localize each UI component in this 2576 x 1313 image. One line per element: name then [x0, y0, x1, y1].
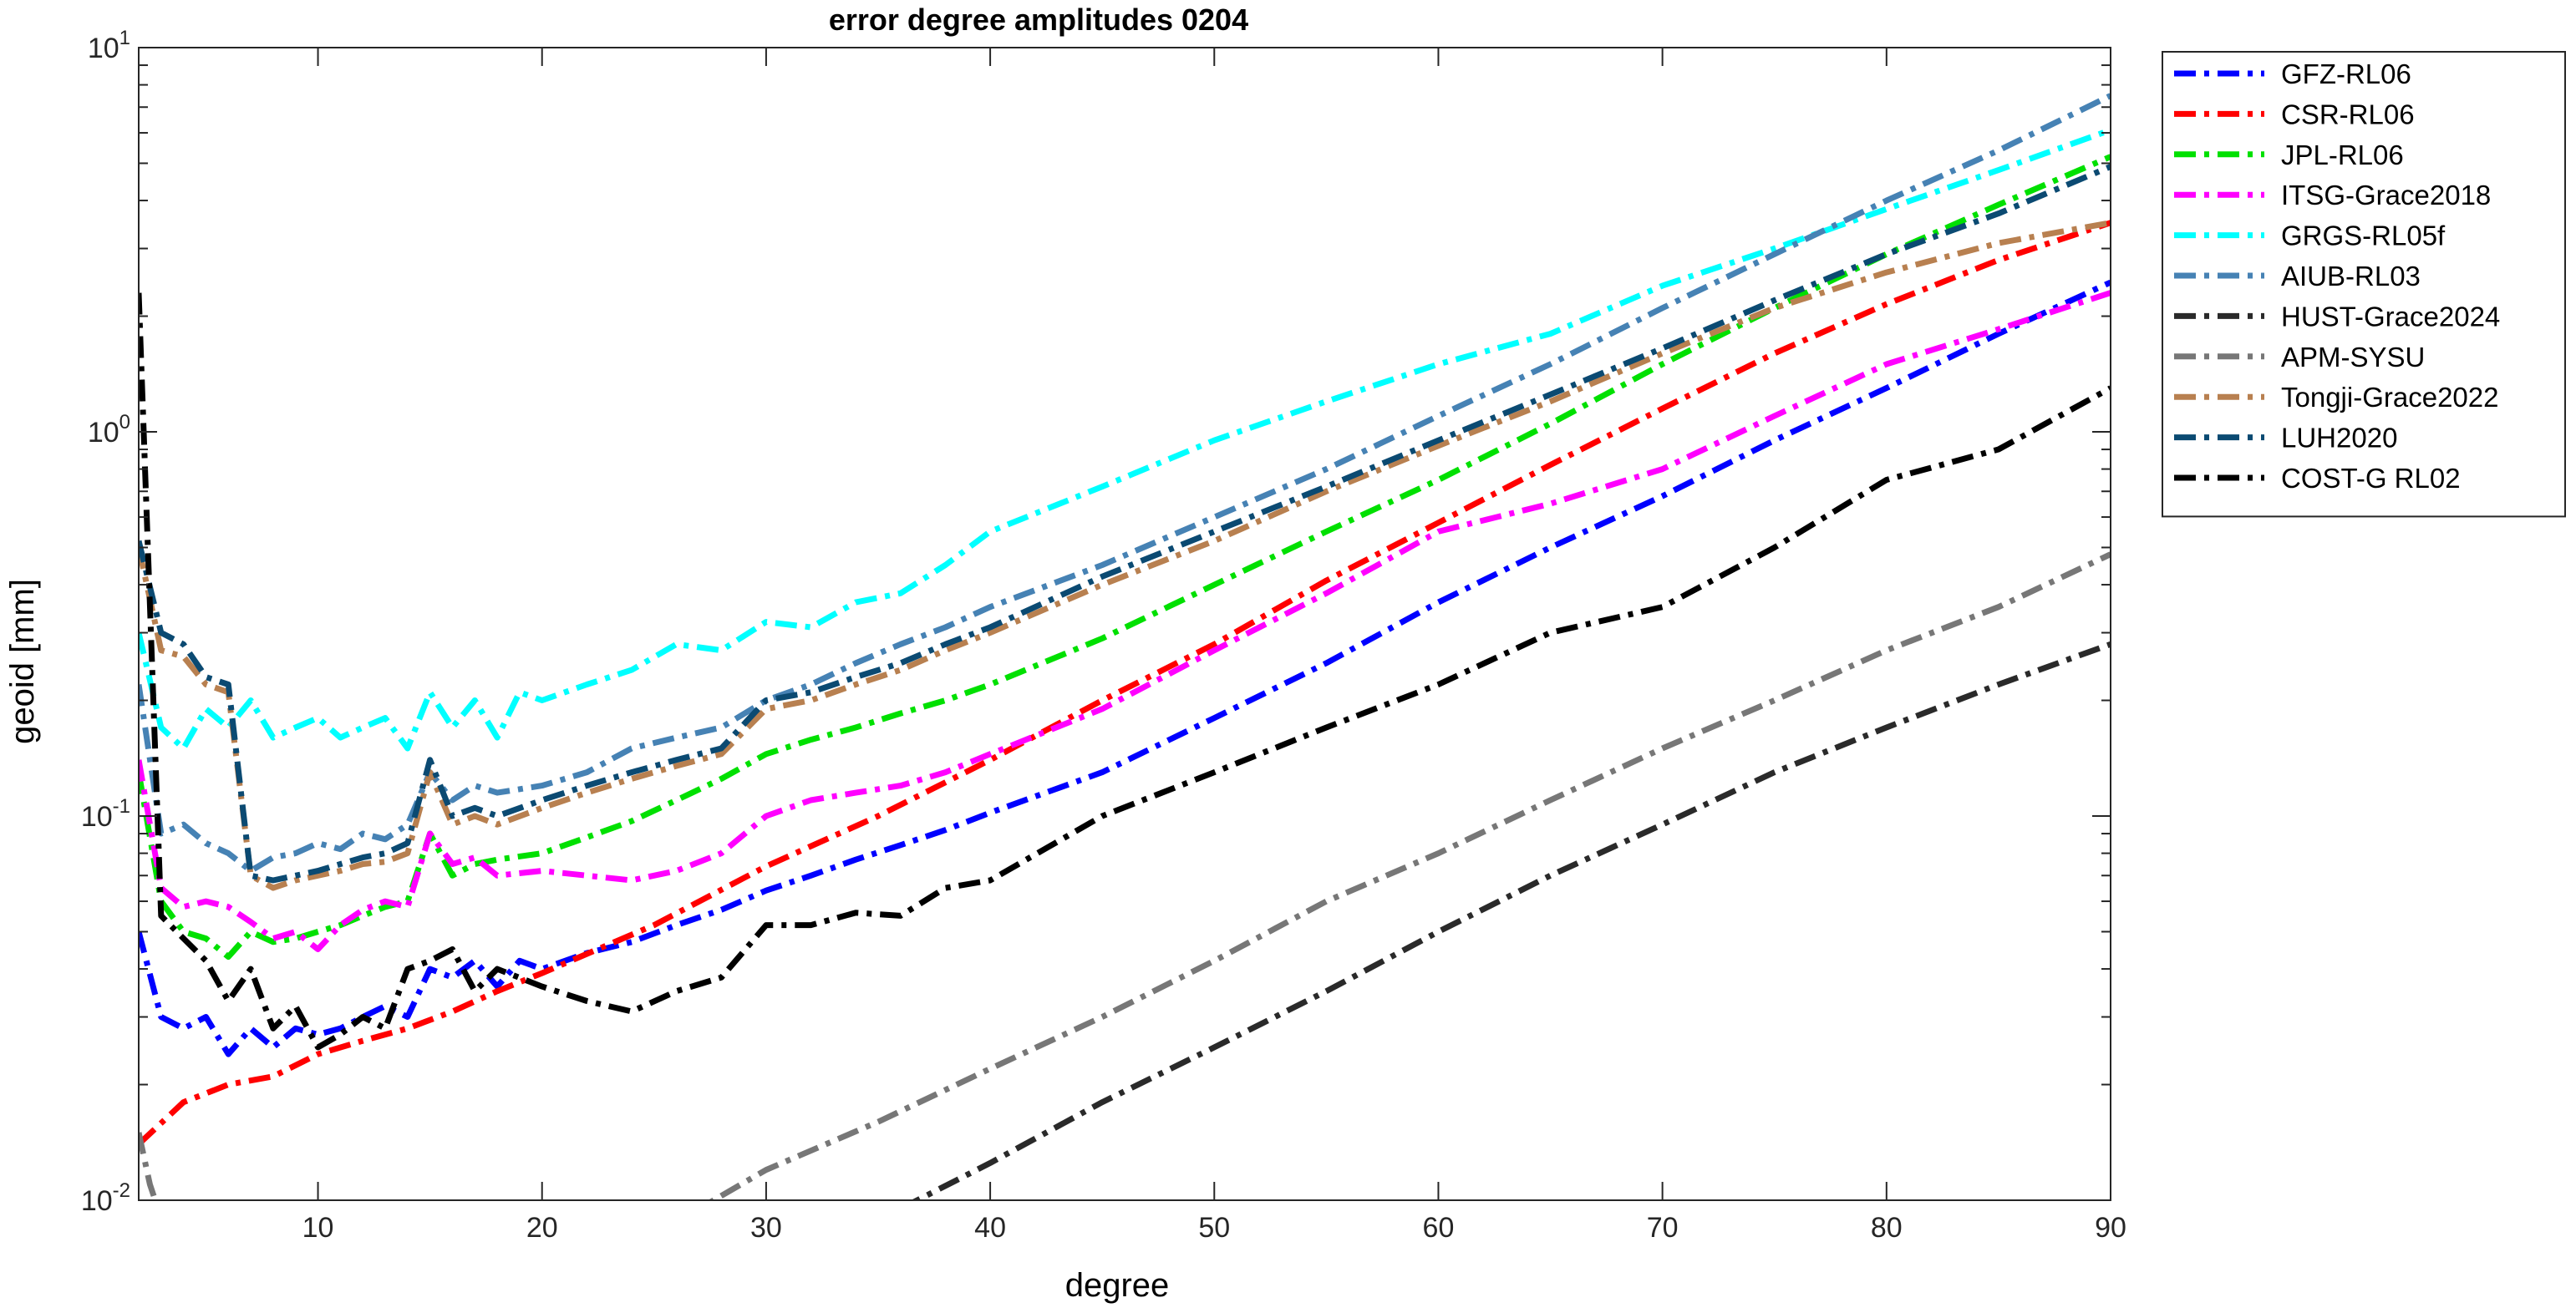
- legend-item: GFZ-RL06: [2174, 58, 2411, 89]
- x-tick-label: 80: [1871, 1212, 1903, 1244]
- series-line-csr-rl06: [139, 220, 2111, 1147]
- y-tick-label: 10-1: [81, 795, 130, 833]
- legend-item: ITSG-Grace2018: [2174, 180, 2491, 210]
- x-tick-label: 20: [526, 1212, 558, 1244]
- legend-item: LUH2020: [2174, 423, 2397, 454]
- x-tick-label: 50: [1198, 1212, 1230, 1244]
- legend-label: CSR-RL06: [2281, 99, 2415, 129]
- series-line-grgs-rl05f: [139, 127, 2111, 752]
- x-tick-label: 40: [974, 1212, 1006, 1244]
- legend-label: APM-SYSU: [2281, 342, 2425, 373]
- legend-label: GFZ-RL06: [2281, 58, 2411, 89]
- x-tick-label: 90: [2095, 1212, 2126, 1244]
- x-axis-label: degree: [1065, 1267, 1170, 1304]
- x-tick-label: 60: [1423, 1212, 1455, 1244]
- x-tick-label: 30: [750, 1212, 782, 1244]
- legend-item: GRGS-RL05f: [2174, 221, 2446, 251]
- legend-item: JPL-RL06: [2174, 139, 2404, 170]
- series-line-cost-g-rl02: [139, 292, 2111, 1051]
- series-line-jpl-rl06: [139, 154, 2111, 961]
- legend-item: APM-SYSU: [2174, 342, 2425, 373]
- legend-label: LUH2020: [2281, 423, 2397, 454]
- legend-label: AIUB-RL03: [2281, 261, 2421, 291]
- series-line-aiub-rl03: [139, 93, 2111, 874]
- x-tick-label: 10: [302, 1212, 334, 1244]
- chart-title: error degree amplitudes 0204: [829, 3, 1248, 37]
- series-line-luh2020: [139, 164, 2111, 884]
- legend-label: Tongji-Grace2022: [2281, 382, 2499, 413]
- legend-label: COST-G RL02: [2281, 463, 2461, 494]
- plot-lines: [139, 93, 2111, 1200]
- legend: GFZ-RL06 CSR-RL06 JPL-RL06 ITSG-Grace2018 GR…: [2162, 51, 2566, 518]
- series-line-apm-sysu: [139, 551, 2111, 1200]
- legend-item: Tongji-Grace2022: [2174, 382, 2499, 413]
- series-line-hust-grace2024: [911, 641, 2111, 1200]
- legend-label: HUST-Grace2024: [2281, 301, 2500, 332]
- legend-item: HUST-Grace2024: [2174, 301, 2500, 332]
- legend-item: COST-G RL02: [2174, 463, 2461, 494]
- legend-item: CSR-RL06: [2174, 99, 2415, 129]
- series-line-tongji-grace2022: [139, 220, 2111, 891]
- legend-label: JPL-RL06: [2281, 139, 2404, 170]
- legend-item: AIUB-RL03: [2174, 261, 2421, 291]
- y-axis-label: geoid [mm]: [4, 579, 41, 744]
- plot-frame: [138, 47, 2111, 1201]
- legend-label: GRGS-RL05f: [2281, 221, 2446, 251]
- x-tick-label: 70: [1647, 1212, 1679, 1244]
- series-line-itsg-grace2018: [139, 290, 2111, 952]
- legend-label: ITSG-Grace2018: [2281, 180, 2491, 210]
